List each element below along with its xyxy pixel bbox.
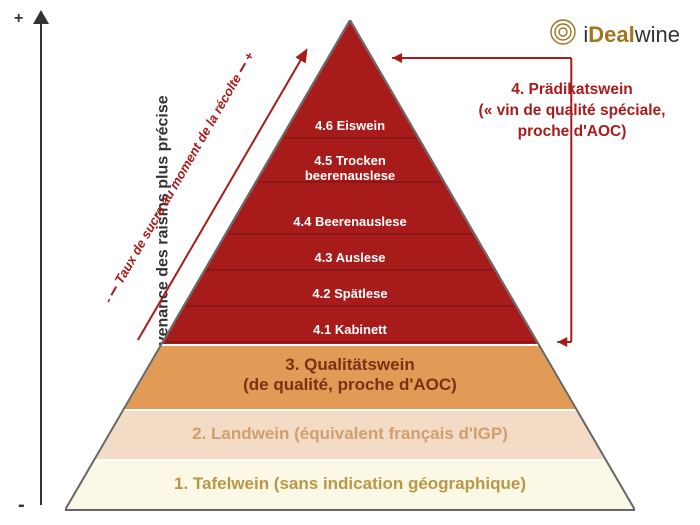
level-2-label: 2. Landwein (équivalent français d'IGP) — [65, 424, 635, 444]
level-3-label: 3. Qualitätswein(de qualité, proche d'AO… — [65, 355, 635, 395]
sublevel-ptro: 4.5 Trockenbeerenauslese — [65, 154, 635, 184]
right-callout: 4. Prädikatswein (« vin de qualité spéci… — [452, 80, 692, 143]
level-1-label: 1. Tafelwein (sans indication géographiq… — [65, 474, 635, 494]
sublevel-pspa: 4.2 Spätlese — [65, 278, 635, 308]
sublevel-paus: 4.3 Auslese — [65, 242, 635, 272]
right-callout-title: 4. Prädikatswein — [452, 80, 692, 101]
right-callout-subtitle: (« vin de qualité spéciale, proche d'AOC… — [452, 101, 692, 143]
sublevel-pkab: 4.1 Kabinett — [65, 314, 635, 344]
